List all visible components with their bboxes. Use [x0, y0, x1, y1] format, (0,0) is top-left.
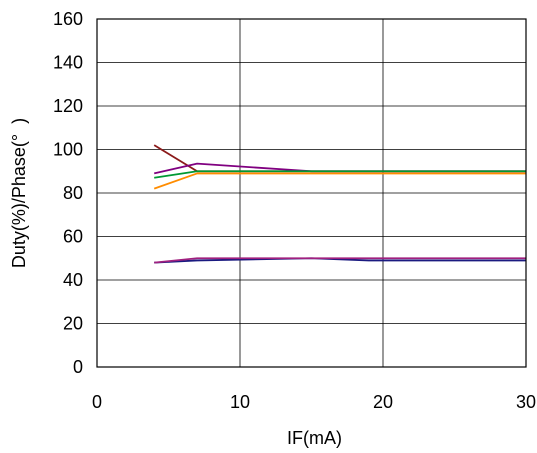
- y-tick-label: 40: [63, 270, 83, 290]
- series-layer: [153, 144, 526, 264]
- grid: [97, 19, 526, 367]
- x-tick-label: 0: [92, 392, 102, 412]
- x-tick-label: 20: [373, 392, 393, 412]
- plot-frame: [96, 18, 527, 368]
- series-line-3: [154, 170, 526, 179]
- x-tick-labels: 0 10 20 30: [92, 392, 536, 412]
- series-line-1: [153, 144, 526, 173]
- series-line-6: [154, 257, 526, 264]
- y-axis-label: Duty(%)/Phase(° ): [9, 118, 29, 268]
- y-tick-label: 60: [63, 227, 83, 247]
- y-tick-label: 140: [53, 53, 83, 73]
- series-line-4: [153, 172, 526, 190]
- y-tick-label: 100: [53, 140, 83, 160]
- x-axis-label: IF(mA): [287, 428, 342, 448]
- x-tick-label: 30: [516, 392, 536, 412]
- y-tick-label: 80: [63, 183, 83, 203]
- y-tick-labels: 0 20 40 60 80 100 120 140 160: [53, 9, 83, 377]
- y-tick-label: 0: [73, 357, 83, 377]
- y-tick-label: 20: [63, 314, 83, 334]
- y-tick-label: 120: [53, 96, 83, 116]
- x-tick-label: 10: [230, 392, 250, 412]
- y-tick-label: 160: [53, 9, 83, 29]
